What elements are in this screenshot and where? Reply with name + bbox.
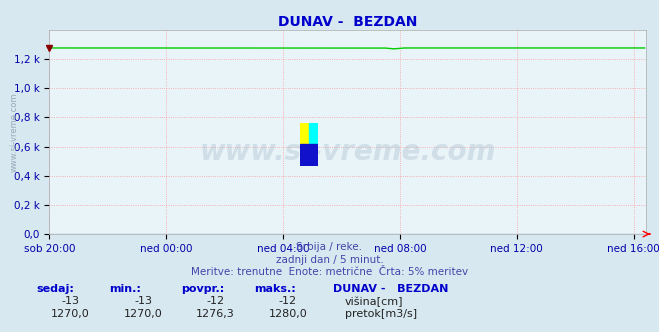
Text: 1276,3: 1276,3 xyxy=(196,309,235,319)
Text: povpr.:: povpr.: xyxy=(181,284,225,294)
Text: sedaj:: sedaj: xyxy=(36,284,74,294)
Text: višina[cm]: višina[cm] xyxy=(345,296,403,307)
Bar xyxy=(309,123,318,144)
Text: -12: -12 xyxy=(279,296,297,306)
Text: 1280,0: 1280,0 xyxy=(269,309,307,319)
Text: 1270,0: 1270,0 xyxy=(51,309,90,319)
Text: maks.:: maks.: xyxy=(254,284,295,294)
Text: Srbija / reke.: Srbija / reke. xyxy=(297,242,362,252)
Bar xyxy=(300,123,309,144)
Text: min.:: min.: xyxy=(109,284,140,294)
Text: zadnji dan / 5 minut.: zadnji dan / 5 minut. xyxy=(275,255,384,265)
Text: -12: -12 xyxy=(206,296,225,306)
Title: DUNAV -  BEZDAN: DUNAV - BEZDAN xyxy=(278,15,417,29)
Text: -13: -13 xyxy=(134,296,152,306)
Text: www.si-vreme.com: www.si-vreme.com xyxy=(200,138,496,166)
Text: pretok[m3/s]: pretok[m3/s] xyxy=(345,309,416,319)
Text: Meritve: trenutne  Enote: metrične  Črta: 5% meritev: Meritve: trenutne Enote: metrične Črta: … xyxy=(191,267,468,277)
Bar xyxy=(300,144,318,166)
Text: www.si-vreme.com: www.si-vreme.com xyxy=(9,92,18,172)
Text: DUNAV -   BEZDAN: DUNAV - BEZDAN xyxy=(333,284,448,294)
Text: -13: -13 xyxy=(61,296,80,306)
Text: 1270,0: 1270,0 xyxy=(124,309,162,319)
